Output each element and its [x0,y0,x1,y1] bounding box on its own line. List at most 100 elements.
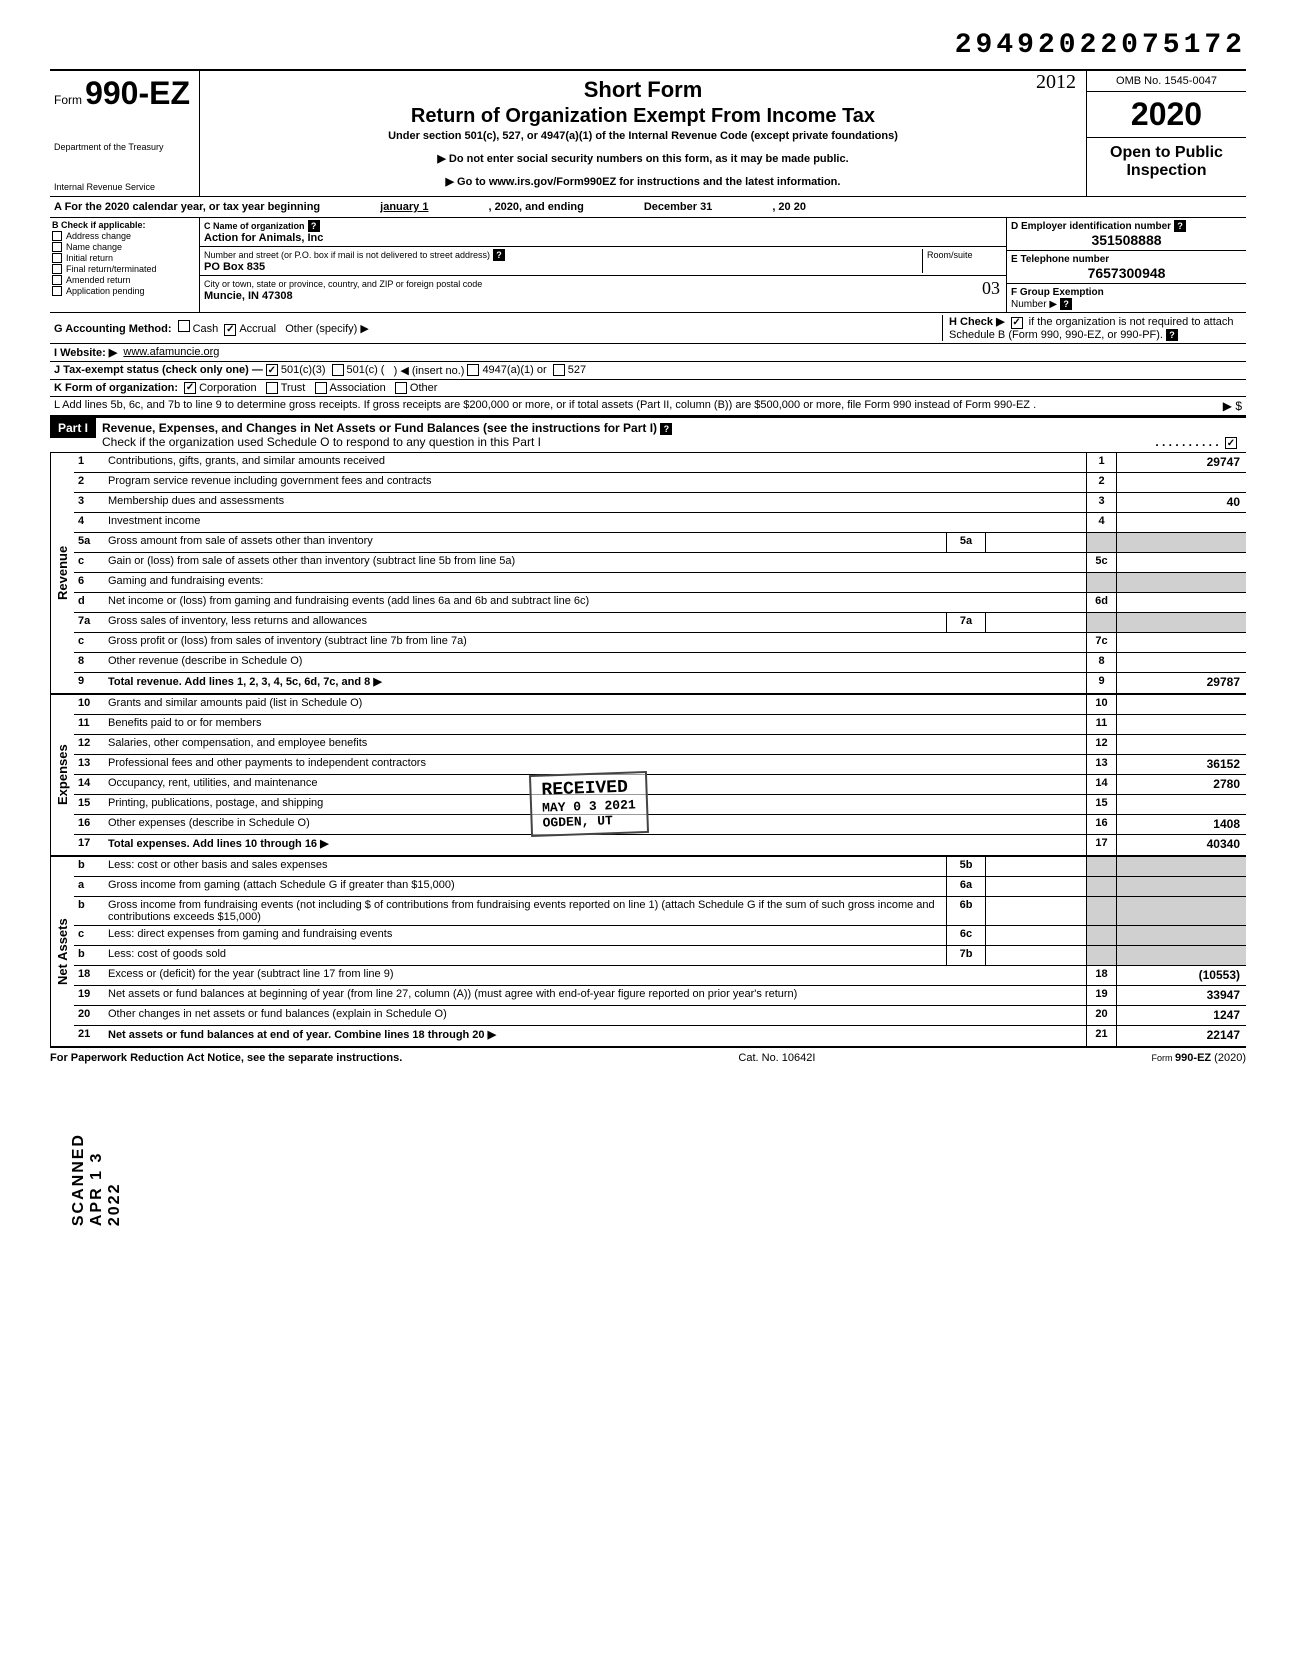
help-icon[interactable]: ? [493,249,505,261]
amount-value[interactable] [1116,735,1246,754]
cb-address-label: Address change [66,231,131,241]
box-number: 12 [1086,735,1116,754]
revenue-vert-label: Revenue [50,453,74,693]
inner-box-num: 6a [946,877,986,896]
amount-value[interactable] [1116,593,1246,612]
cb-other-org[interactable] [395,382,407,394]
inner-amount[interactable] [986,857,1086,876]
line-number: c [74,926,104,945]
other-org-label: Other [410,382,438,394]
line-5a: 5aGross amount from sale of assets other… [74,533,1246,553]
inner-amount[interactable] [986,926,1086,945]
cb-cash[interactable] [178,320,190,332]
ein-value: 351508888 [1011,232,1242,248]
header-right: OMB No. 1545-0047 20202020 Open to Publi… [1086,71,1246,196]
line-6: 6Gaming and fundraising events: [74,573,1246,593]
row-J: J Tax-exempt status (check only one) — ✓… [50,362,1246,380]
amount-value[interactable] [1116,553,1246,572]
cb-amended[interactable]: Amended return [52,275,197,285]
inner-amount[interactable] [986,613,1086,632]
amount-value[interactable]: 29787 [1116,673,1246,693]
amount-value[interactable]: 2780 [1116,775,1246,794]
527-label: 527 [568,364,586,376]
amount-value[interactable]: 33947 [1116,986,1246,1005]
amount-value[interactable]: 40 [1116,493,1246,512]
cb-assoc[interactable] [315,382,327,394]
help-icon[interactable]: ? [660,423,672,435]
cb-4947[interactable] [467,364,479,376]
amount-value[interactable]: 1408 [1116,815,1246,834]
cb-name[interactable]: Name change [52,242,197,252]
line-b: bLess: cost of goods sold7b [74,946,1246,966]
line-description: Net assets or fund balances at end of ye… [104,1026,1086,1046]
line-15: 15Printing, publications, postage, and s… [74,795,1246,815]
line-3: 3Membership dues and assessments340 [74,493,1246,513]
cb-initial[interactable]: Initial return [52,253,197,263]
help-icon[interactable]: ? [1174,220,1186,232]
trust-label: Trust [281,382,306,394]
amount-value[interactable]: (10553) [1116,966,1246,985]
cb-527[interactable] [553,364,565,376]
box-number: 13 [1086,755,1116,774]
inner-amount[interactable] [986,946,1086,965]
revenue-section: Revenue 1Contributions, gifts, grants, a… [50,453,1246,695]
shaded-box [1086,946,1116,965]
cb-final[interactable]: Final return/terminated [52,264,197,274]
omb-number: OMB No. 1545-0047 [1087,71,1246,92]
G-label: G Accounting Method: [54,323,172,335]
line-description: Net assets or fund balances at beginning… [104,986,1086,1005]
help-icon[interactable]: ? [308,220,320,232]
part1-header-row: Part I Revenue, Expenses, and Changes in… [50,416,1246,454]
help-icon[interactable]: ? [1166,329,1178,341]
line-b: bGross income from fundraising events (n… [74,897,1246,926]
line-description: Professional fees and other payments to … [104,755,1086,774]
shaded-box [1086,573,1116,592]
amount-value[interactable] [1116,715,1246,734]
line-description: Total revenue. Add lines 1, 2, 3, 4, 5c,… [104,673,1086,693]
amount-value[interactable]: 1247 [1116,1006,1246,1025]
city-label: City or town, state or province, country… [204,279,482,289]
amount-value[interactable] [1116,653,1246,672]
line-number: 9 [74,673,104,693]
box-number: 21 [1086,1026,1116,1046]
amount-value[interactable] [1116,795,1246,814]
amount-value[interactable]: 36152 [1116,755,1246,774]
amount-value[interactable] [1116,473,1246,492]
line-17: 17Total expenses. Add lines 10 through 1… [74,835,1246,855]
cb-schedule-b[interactable]: ✓ [1011,317,1023,329]
line-number: 4 [74,513,104,532]
box-number: 9 [1086,673,1116,693]
shaded-box [1086,533,1116,552]
box-number: 14 [1086,775,1116,794]
cb-pending[interactable]: Application pending [52,286,197,296]
city-state-zip: Muncie, IN 47308 [204,290,293,302]
cb-501c[interactable] [332,364,344,376]
cb-address[interactable]: Address change [52,231,197,241]
cb-501c3[interactable]: ✓ [266,364,278,376]
inner-amount[interactable] [986,897,1086,925]
amount-value[interactable] [1116,695,1246,714]
cb-schedule-o[interactable]: ✓ [1225,437,1237,449]
cb-final-label: Final return/terminated [66,264,157,274]
row-K: K Form of organization: ✓Corporation Tru… [50,380,1246,397]
handwritten-03: 03 [982,278,1000,299]
amount-value[interactable] [1116,513,1246,532]
inner-amount[interactable] [986,877,1086,896]
shaded-box [1086,857,1116,876]
amount-value[interactable]: 40340 [1116,835,1246,855]
cb-accrual[interactable]: ✓ [224,324,236,336]
cb-initial-label: Initial return [66,253,113,263]
cash-label: Cash [193,323,219,335]
E-label: E Telephone number [1011,254,1109,265]
amount-value[interactable]: 22147 [1116,1026,1246,1046]
amount-value[interactable] [1116,633,1246,652]
expenses-vert-label: Expenses [50,695,74,855]
cb-trust[interactable] [266,382,278,394]
line-18: 18Excess or (deficit) for the year (subt… [74,966,1246,986]
amount-value[interactable]: 29747 [1116,453,1246,472]
cb-corp[interactable]: ✓ [184,382,196,394]
line-description: Other changes in net assets or fund bala… [104,1006,1086,1025]
help-icon[interactable]: ? [1060,298,1072,310]
inner-amount[interactable] [986,533,1086,552]
checkbox-column: B Check if applicable: Address change Na… [50,218,200,312]
